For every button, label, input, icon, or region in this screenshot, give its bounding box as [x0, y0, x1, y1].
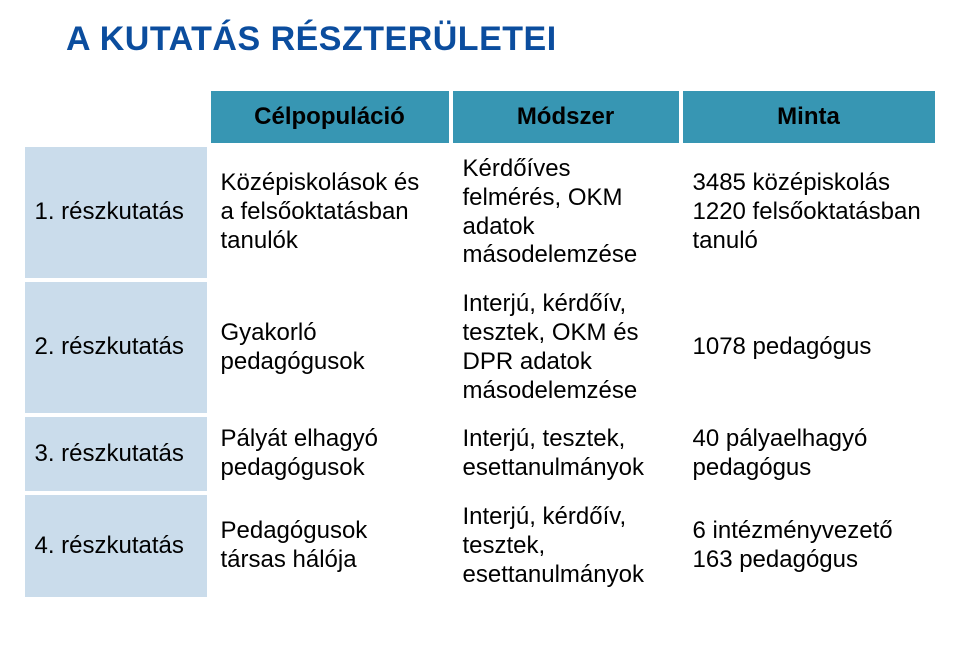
col-header-celpopulacio: Célpopuláció [211, 91, 449, 143]
table-row: 4. részkutatás Pedagógusok társas hálója… [25, 495, 935, 597]
cell-celpopulacio: Pályát elhagyó pedagógusok [211, 417, 449, 491]
cell-minta: 3485 középiskolás 1220 felsőoktatásban t… [683, 147, 935, 278]
cell-minta: 1078 pedagógus [683, 282, 935, 413]
cell-celpopulacio: Pedagógusok társas hálója [211, 495, 449, 597]
row-label: 1. részkutatás [25, 147, 207, 278]
table-row: 2. részkutatás Gyakorló pedagógusok Inte… [25, 282, 935, 413]
cell-minta: 6 intézményvezető 163 pedagógus [683, 495, 935, 597]
table-header-empty [25, 91, 207, 143]
table-row: 3. részkutatás Pályát elhagyó pedagóguso… [25, 417, 935, 491]
cell-modszer: Kérdőíves felmérés, OKM adatok másodelem… [453, 147, 679, 278]
row-label: 3. részkutatás [25, 417, 207, 491]
col-header-minta: Minta [683, 91, 935, 143]
col-header-modszer: Módszer [453, 91, 679, 143]
row-label: 2. részkutatás [25, 282, 207, 413]
cell-modszer: Interjú, tesztek, esettanulmányok [453, 417, 679, 491]
cell-celpopulacio: Gyakorló pedagógusok [211, 282, 449, 413]
row-label: 4. részkutatás [25, 495, 207, 597]
table-row: 1. részkutatás Középiskolások és a felső… [25, 147, 935, 278]
research-areas-table: Célpopuláció Módszer Minta 1. részkutatá… [21, 87, 939, 601]
cell-minta: 40 pályaelhagyó pedagógus [683, 417, 935, 491]
cell-modszer: Interjú, kérdőív, tesztek, esettanulmány… [453, 495, 679, 597]
page-title: A KUTATÁS RÉSZTERÜLETEI [0, 0, 959, 87]
table-header-row: Célpopuláció Módszer Minta [25, 91, 935, 143]
cell-modszer: Interjú, kérdőív, tesztek, OKM és DPR ad… [453, 282, 679, 413]
cell-celpopulacio: Középiskolások és a felsőoktatásban tanu… [211, 147, 449, 278]
